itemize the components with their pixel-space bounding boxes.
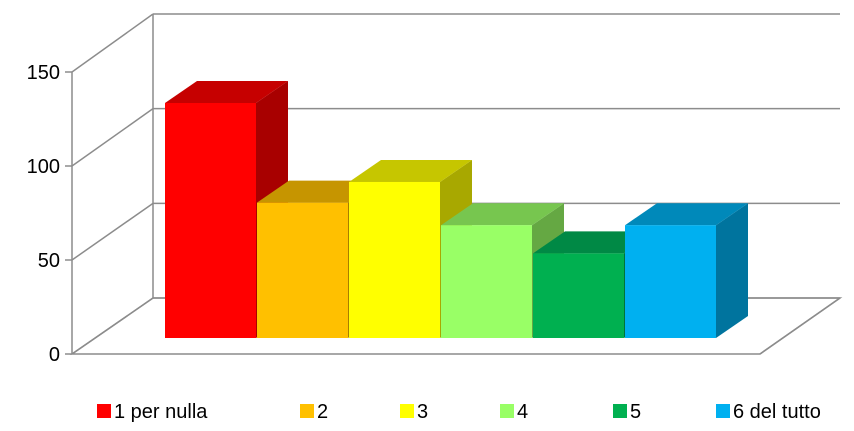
legend-label: 1 per nulla xyxy=(114,401,208,423)
legend-swatch xyxy=(613,404,627,418)
y-axis-ticks: 0 50 100 150 xyxy=(27,62,73,366)
legend-label: 5 xyxy=(630,401,641,423)
y-tick-label: 150 xyxy=(27,62,60,84)
legend-swatch xyxy=(300,404,314,418)
y-tick-label: 0 xyxy=(49,344,60,366)
bars xyxy=(165,81,748,338)
legend-swatch xyxy=(716,404,730,418)
legend-item: 5 xyxy=(613,401,641,423)
bar xyxy=(625,203,748,338)
legend-label: 3 xyxy=(417,401,428,423)
legend-swatch xyxy=(97,404,111,418)
y-tick-label: 50 xyxy=(38,250,60,272)
legend-item: 1 per nulla xyxy=(97,401,208,423)
bar xyxy=(165,81,288,338)
y-tick-label: 100 xyxy=(27,156,60,178)
legend-item: 4 xyxy=(500,401,528,423)
legend: 1 per nulla 2 3 4 5 6 del tutto xyxy=(97,401,821,423)
legend-item: 6 del tutto xyxy=(716,401,821,423)
legend-item: 3 xyxy=(400,401,428,423)
legend-swatch xyxy=(500,404,514,418)
legend-label: 4 xyxy=(517,401,528,423)
legend-label: 6 del tutto xyxy=(733,401,821,423)
legend-swatch xyxy=(400,404,414,418)
legend-label: 2 xyxy=(317,401,328,423)
gridline xyxy=(71,13,840,73)
legend-item: 2 xyxy=(300,401,328,423)
